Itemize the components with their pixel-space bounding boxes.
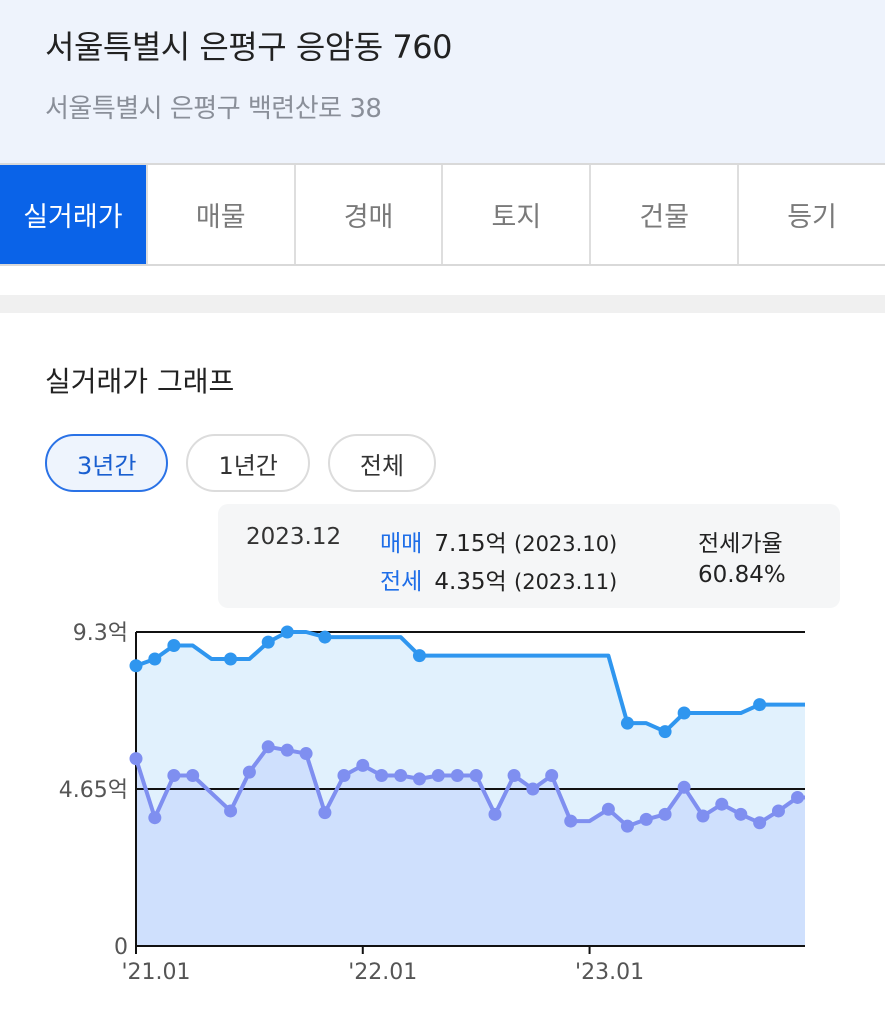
period-selector: 3년간 1년간 전체 xyxy=(45,434,437,492)
data-point-1-7 xyxy=(280,743,294,757)
data-point-0-7 xyxy=(261,635,275,649)
data-point-1-13 xyxy=(394,768,408,782)
sale-value: 7.15억 xyxy=(434,531,507,557)
data-point-0-18 xyxy=(620,716,634,730)
tab-listings[interactable]: 매물 xyxy=(148,165,296,264)
y-tick-label-2: 0 xyxy=(114,935,128,960)
data-point-1-31 xyxy=(734,807,748,821)
y-tick-label-0: 9.3억 xyxy=(73,621,128,646)
data-point-1-16 xyxy=(450,768,464,782)
data-point-1-1 xyxy=(148,811,162,825)
main-tabs: 실거래가 매물 경매 토지 건물 등기 xyxy=(0,163,885,266)
tab-land[interactable]: 토지 xyxy=(443,165,592,264)
data-point-0-5 xyxy=(224,652,238,666)
data-point-0-24 xyxy=(753,698,767,712)
jeonse-value: 4.35억 xyxy=(434,569,507,595)
data-point-1-9 xyxy=(318,806,332,820)
address-main: 서울특별시 은평구 응암동 760 xyxy=(45,28,452,66)
data-point-1-3 xyxy=(186,768,200,782)
section-divider xyxy=(0,295,885,313)
period-all-button[interactable]: 전체 xyxy=(327,434,437,492)
price-info-box: 2023.12 매매 7.15억 (2023.10) 전세 4.35억 (2023.… xyxy=(218,504,840,608)
data-point-1-8 xyxy=(299,747,313,761)
data-point-1-22 xyxy=(564,814,578,828)
data-point-0-0 xyxy=(129,659,143,673)
data-point-1-17 xyxy=(469,768,483,782)
tab-registry[interactable]: 등기 xyxy=(787,202,837,233)
data-point-1-10 xyxy=(337,768,351,782)
data-point-1-14 xyxy=(412,772,426,786)
jeonse-label: 전세 xyxy=(380,569,423,595)
tab-auction[interactable]: 경매 xyxy=(296,165,444,264)
data-point-1-25 xyxy=(620,819,634,833)
data-point-0-13 xyxy=(412,649,426,663)
data-point-0-21 xyxy=(677,706,691,720)
data-point-1-15 xyxy=(431,768,445,782)
ratio-value: 60.84% xyxy=(698,562,786,588)
data-point-0-20 xyxy=(658,725,672,739)
price-chart: 9.3억 4.65억 0'21.01 '22.01 '23.01 xyxy=(59,621,805,985)
tab-building[interactable]: 건물 xyxy=(591,165,740,264)
data-point-1-4 xyxy=(224,804,238,818)
data-point-0-2 xyxy=(167,639,181,653)
data-point-1-2 xyxy=(167,768,181,782)
data-point-1-30 xyxy=(715,797,729,811)
data-point-1-24 xyxy=(601,802,615,816)
data-point-0-10 xyxy=(318,630,332,644)
tab-real-price[interactable]: 실거래가 xyxy=(0,165,148,264)
x-tick-label-0: '21.01 xyxy=(121,960,190,985)
address-sub: 서울특별시 은평구 백련산로 38 xyxy=(45,94,382,124)
sale-info-row: 매매 7.15억 (2023.10) xyxy=(380,524,617,558)
data-point-1-19 xyxy=(507,768,521,782)
data-point-1-21 xyxy=(545,768,559,782)
jeonse-info-row: 전세 4.35억 (2023.11) xyxy=(380,562,617,596)
data-point-1-5 xyxy=(242,765,256,779)
series-area-1 xyxy=(136,746,805,946)
data-point-1-20 xyxy=(526,782,540,796)
address-header: 서울특별시 은평구 응암동 760 서울특별시 은평구 백련산로 38 xyxy=(0,0,885,163)
jeonse-date: (2023.11) xyxy=(514,570,618,594)
data-point-0-1 xyxy=(148,652,162,666)
sale-date: (2023.10) xyxy=(514,532,618,556)
ratio-label: 전세가율 xyxy=(698,531,783,557)
data-point-1-18 xyxy=(488,807,502,821)
data-point-1-28 xyxy=(677,780,691,794)
data-point-1-12 xyxy=(375,768,389,782)
data-point-1-34 xyxy=(791,790,805,804)
section-title: 실거래가 그래프 xyxy=(45,365,235,398)
data-point-1-32 xyxy=(753,816,767,830)
data-point-1-6 xyxy=(261,740,275,754)
data-point-1-11 xyxy=(356,758,370,772)
sale-label: 매매 xyxy=(380,531,423,557)
data-point-1-29 xyxy=(696,809,710,823)
x-tick-label-1: '22.01 xyxy=(348,960,417,985)
period-1y-button[interactable]: 1년간 xyxy=(186,434,310,492)
data-point-1-33 xyxy=(771,804,785,818)
data-point-1-0 xyxy=(129,752,143,766)
data-point-0-8 xyxy=(280,625,294,639)
period-3y-button[interactable]: 3년간 xyxy=(45,434,169,492)
y-tick-label-1: 4.65억 xyxy=(59,778,128,803)
info-date: 2023.12 xyxy=(246,524,342,550)
data-point-1-26 xyxy=(639,812,653,826)
data-point-1-27 xyxy=(658,807,672,821)
x-tick-label-2: '23.01 xyxy=(575,960,644,985)
